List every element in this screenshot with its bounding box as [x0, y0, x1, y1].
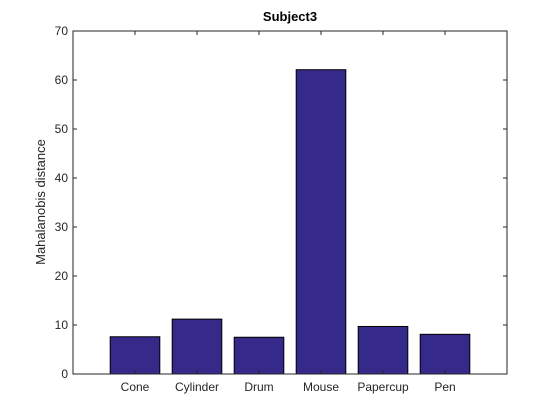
plot-background — [73, 31, 507, 374]
bar-pen — [419, 333, 471, 375]
y-tick-label: 50 — [55, 122, 69, 136]
y-tick-label: 70 — [55, 24, 69, 38]
x-axis-ticks: Cone Cylinder Drum Mouse Papercup Pen — [121, 31, 456, 394]
chart-title: Subject3 — [263, 9, 317, 24]
y-axis-title: Mahalanobis distance — [33, 139, 48, 265]
bar-group — [109, 69, 471, 375]
x-tick-label: Papercup — [357, 380, 409, 394]
y-tick-label: 40 — [55, 171, 69, 185]
y-tick-label: 60 — [55, 73, 69, 87]
x-tick-label: Pen — [434, 380, 455, 394]
y-tick-label: 10 — [55, 318, 69, 332]
axes-box — [72, 30, 508, 375]
x-tick-label: Cylinder — [175, 380, 219, 394]
bar-papercup — [357, 325, 409, 375]
bar-mouse — [295, 69, 347, 375]
y-tick-label: 20 — [55, 269, 69, 283]
bar-cylinder — [171, 318, 223, 375]
y-tick-label: 30 — [55, 220, 69, 234]
bar-drum — [233, 336, 285, 375]
y-tick-label: 0 — [61, 367, 68, 381]
y-axis-ticks: 0 10 20 30 40 50 60 70 — [55, 24, 507, 381]
x-tick-label: Drum — [244, 380, 273, 394]
x-tick-label: Mouse — [303, 380, 339, 394]
x-tick-label: Cone — [121, 380, 150, 394]
bar-cone — [109, 336, 161, 375]
